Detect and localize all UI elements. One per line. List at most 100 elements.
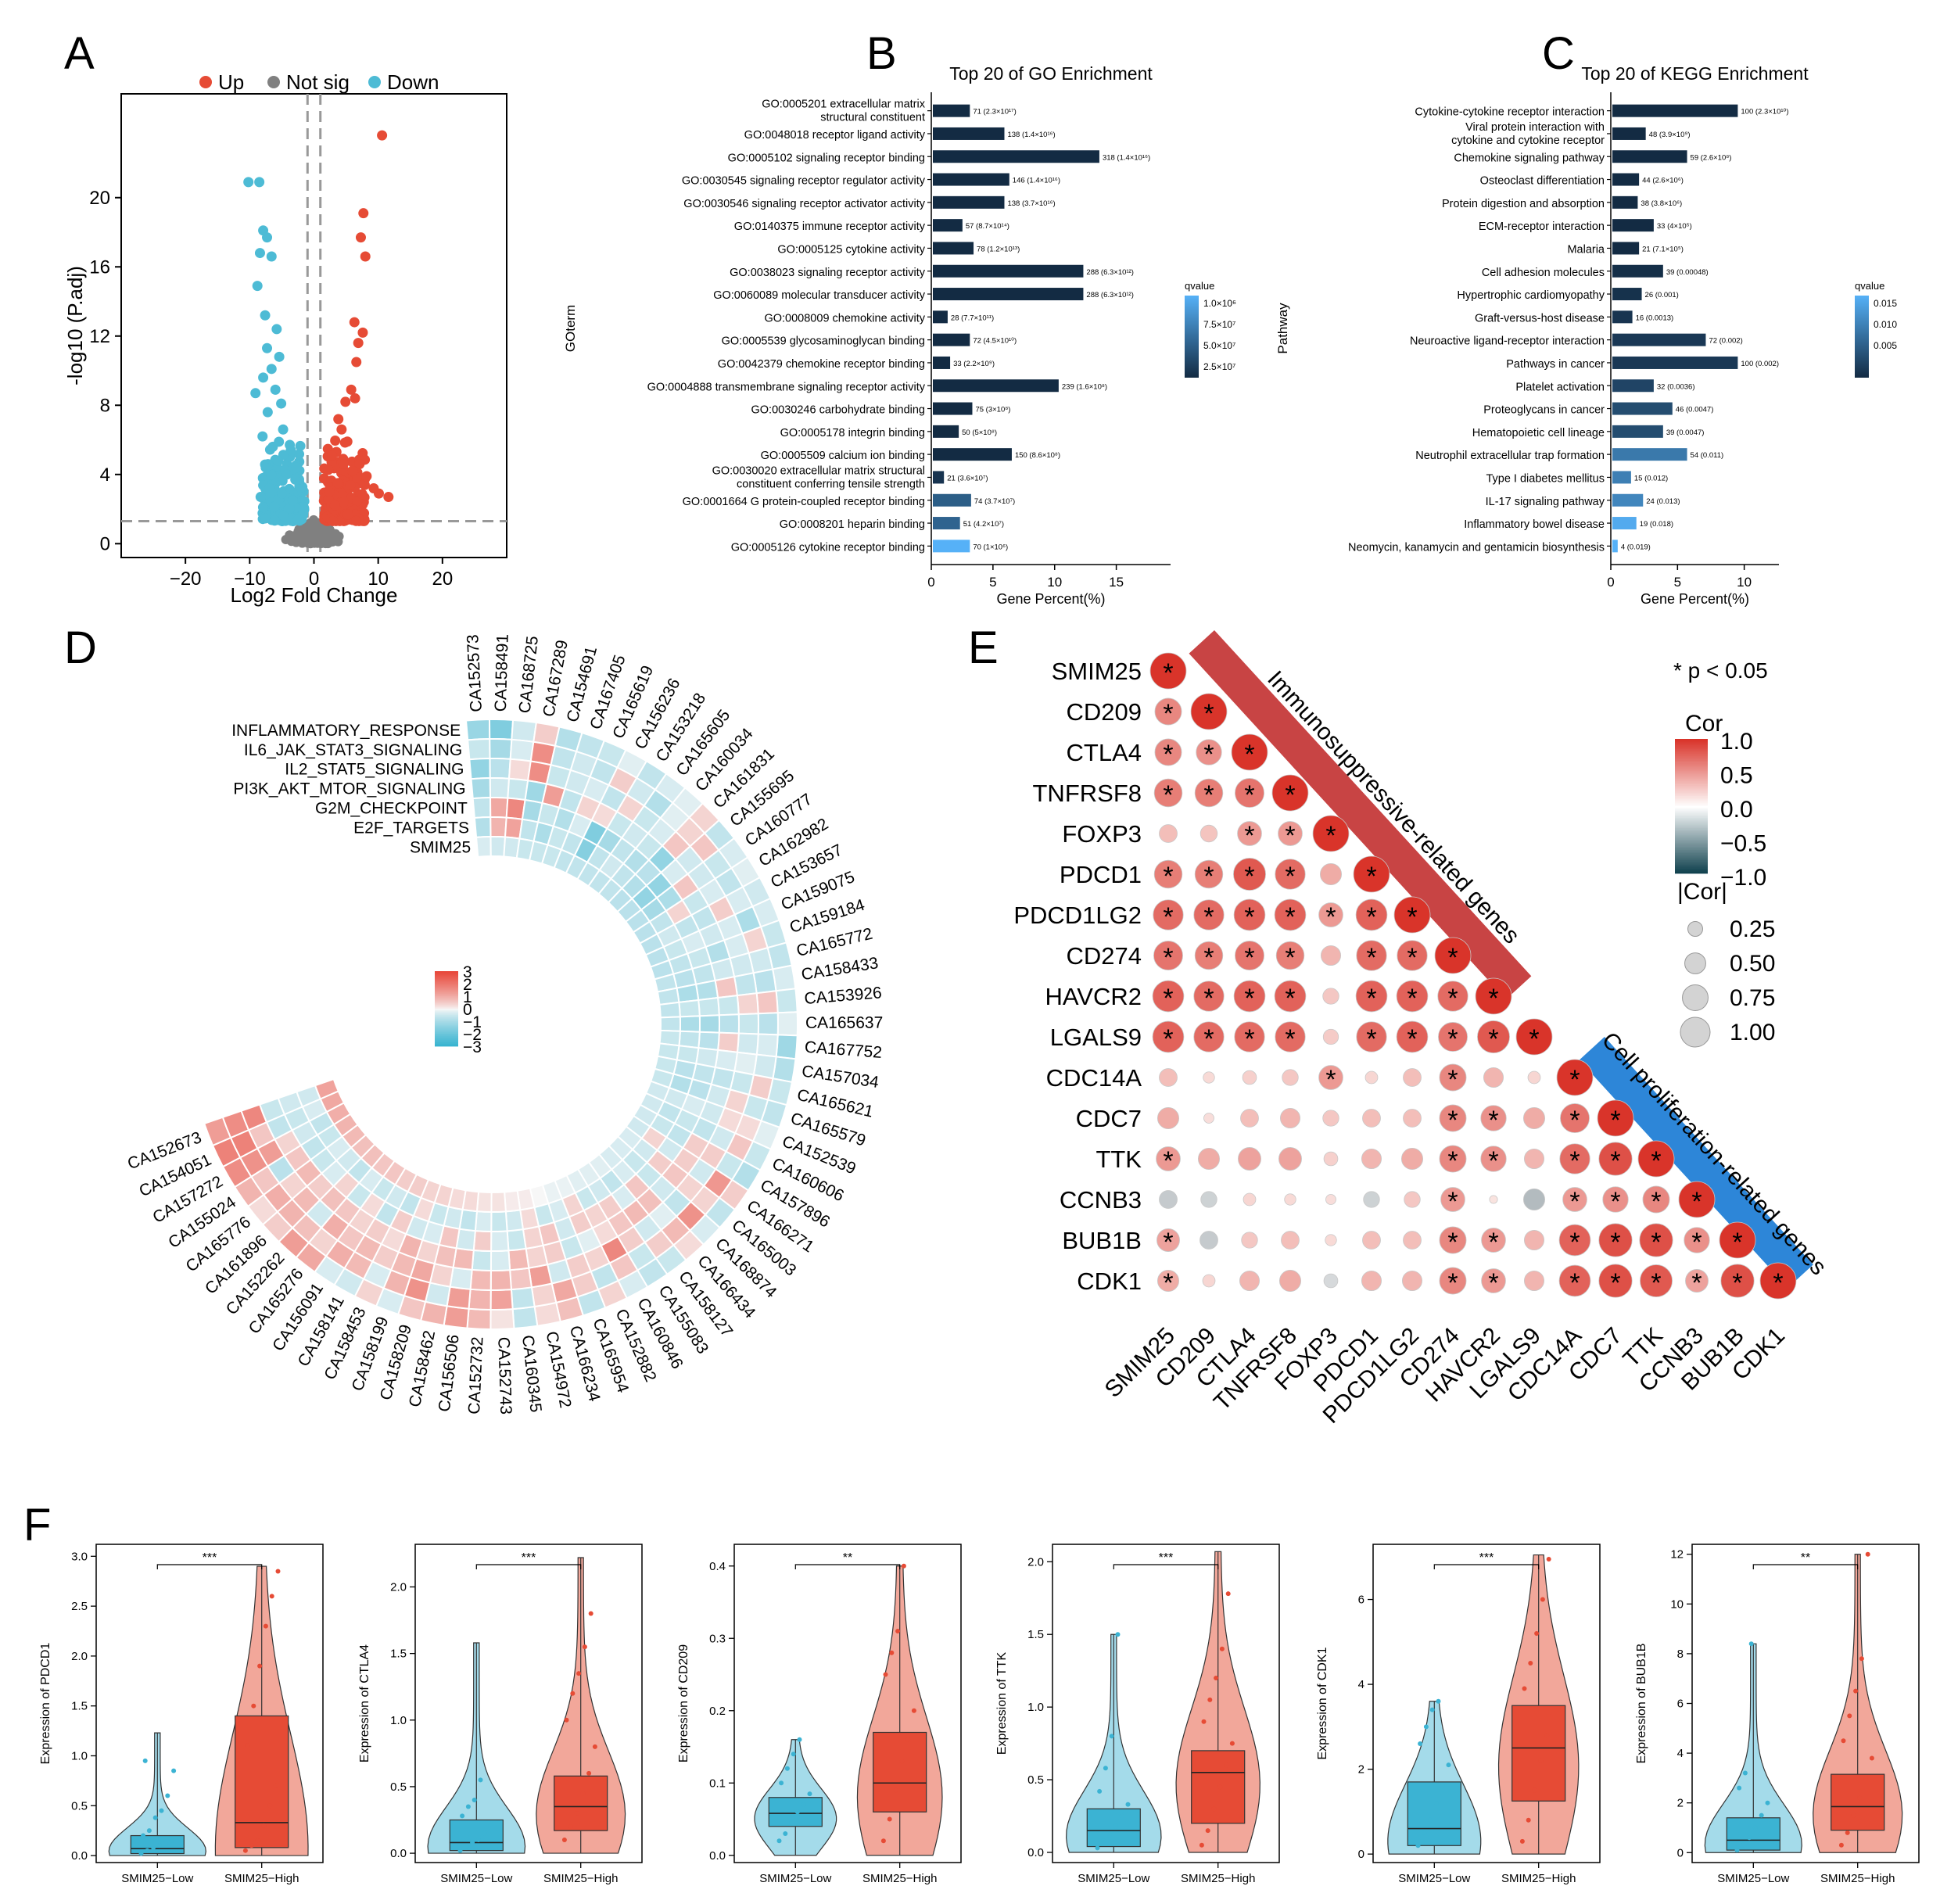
significance-star: * bbox=[1163, 1268, 1173, 1298]
significance-star: * bbox=[1407, 902, 1417, 932]
data-point bbox=[564, 1717, 569, 1723]
legend-colorbar-slice bbox=[435, 999, 458, 1001]
correlation-dot bbox=[1323, 1273, 1339, 1289]
data-point bbox=[789, 1820, 794, 1826]
data-point bbox=[1747, 1835, 1752, 1841]
bar bbox=[1612, 471, 1631, 484]
up-point bbox=[357, 489, 368, 500]
colorbar-slice bbox=[1675, 837, 1708, 841]
notsig-point bbox=[309, 519, 319, 529]
colorbar-title: Cor bbox=[1685, 711, 1723, 737]
legend-colorbar-slice bbox=[435, 1024, 458, 1027]
heatmap-cell bbox=[507, 758, 532, 782]
heatmap-cell bbox=[698, 1014, 720, 1034]
band-immune bbox=[1189, 630, 1532, 1000]
box bbox=[235, 1715, 289, 1848]
violin-panel-cd209: 0.0 0.1 0.2 0.3 0.4 Expression of CD209 SMIM25… bbox=[677, 1544, 962, 1885]
colorbar-slice bbox=[1675, 806, 1708, 809]
significance-star: * bbox=[1325, 1065, 1336, 1095]
data-point bbox=[592, 1744, 597, 1749]
violin-panel-cdk1: 0 2 4 6 Expression of CDK1 SMIM25−Low SMIM25−H… bbox=[1316, 1544, 1601, 1885]
legend-colorbar-slice bbox=[435, 1009, 458, 1012]
category-label: GO:0030546 signaling receptor activator … bbox=[683, 198, 925, 210]
row-gene-label: TTK bbox=[1096, 1146, 1142, 1173]
correlation-dot bbox=[1153, 859, 1183, 889]
significance-star: * bbox=[1244, 780, 1254, 810]
x-axis-label: Gene Percent(%) bbox=[1641, 591, 1749, 607]
bar-label: 16 (0.0013) bbox=[1636, 314, 1674, 322]
significance-star: * bbox=[1203, 1024, 1214, 1054]
colorbar-slice bbox=[1675, 849, 1708, 852]
down-point bbox=[243, 177, 254, 188]
correlation-dot bbox=[1363, 1191, 1380, 1208]
correlation-dot bbox=[1323, 1151, 1339, 1167]
colorbar-slice bbox=[1675, 802, 1708, 805]
bar bbox=[933, 104, 970, 117]
legend-colorbar-slice bbox=[435, 1013, 458, 1016]
y-axis-label: -log10 (P.adj) bbox=[63, 266, 87, 385]
correlation-dot bbox=[1642, 1185, 1670, 1214]
colorbar-slice bbox=[1675, 812, 1708, 816]
y-tick-label: 12 bbox=[1670, 1548, 1684, 1562]
category-label: Viral protein interaction with bbox=[1465, 121, 1605, 134]
heatmap-cell bbox=[489, 1250, 511, 1271]
correlation-dot bbox=[1152, 1020, 1185, 1053]
bar bbox=[933, 471, 945, 484]
colorbar-slice bbox=[1675, 827, 1708, 830]
correlation-dot bbox=[1154, 697, 1182, 726]
down-point bbox=[257, 502, 268, 513]
legend-dot bbox=[368, 76, 381, 88]
y-tick-label: 2 bbox=[1677, 1797, 1684, 1810]
x-tick-label: 10 bbox=[1047, 575, 1062, 590]
heatmap-cell bbox=[504, 1189, 522, 1213]
data-point bbox=[1211, 1806, 1217, 1812]
correlation-dot bbox=[1321, 945, 1341, 966]
correlation-dot bbox=[1559, 1143, 1590, 1174]
down-point bbox=[294, 449, 305, 460]
plot-frame bbox=[414, 1544, 643, 1863]
category-label: Protein digestion and absorption bbox=[1442, 198, 1605, 210]
colorbar-slice bbox=[1675, 871, 1708, 874]
correlation-dot bbox=[1159, 824, 1178, 843]
down-point bbox=[266, 364, 277, 375]
correlation-dot bbox=[1241, 1232, 1258, 1249]
heatmap-cell bbox=[659, 1016, 681, 1032]
colorbar-slice bbox=[1675, 852, 1708, 854]
correlation-dot bbox=[1404, 1191, 1421, 1208]
heatmap-cell bbox=[775, 1034, 798, 1060]
correlation-dot bbox=[1237, 821, 1262, 846]
data-point bbox=[1103, 1766, 1108, 1771]
colorbar-slice bbox=[1675, 821, 1708, 823]
category-label: Hypertrophic cardiomyopathy bbox=[1457, 289, 1605, 302]
colorbar-slice bbox=[1675, 863, 1708, 866]
colorbar-slice bbox=[1675, 770, 1708, 773]
heatmap-cell bbox=[489, 1308, 515, 1330]
y-tick-label: 20 bbox=[89, 188, 110, 209]
data-point bbox=[801, 1802, 806, 1807]
colorbar-slice bbox=[1675, 794, 1708, 797]
down-point bbox=[271, 324, 282, 335]
data-point bbox=[159, 1808, 164, 1813]
legend-colorbar-slice bbox=[435, 971, 458, 973]
data-point bbox=[1741, 1842, 1746, 1848]
correlation-dot bbox=[1274, 898, 1307, 931]
row-gene-label: SMIM25 bbox=[1052, 658, 1142, 685]
significance-star: * bbox=[1569, 1187, 1580, 1217]
colorbar-slice bbox=[1675, 814, 1708, 817]
bar bbox=[1612, 379, 1654, 393]
row-gene-label: BUB1B bbox=[1062, 1227, 1142, 1254]
x-axis-label: Gene Percent(%) bbox=[996, 591, 1105, 607]
bar-label: 26 (0.001) bbox=[1645, 291, 1679, 299]
correlation-dot bbox=[1312, 815, 1350, 852]
down-point bbox=[252, 281, 263, 292]
legend-title: qvalue bbox=[1185, 280, 1214, 292]
correlation-dot bbox=[1325, 1234, 1337, 1246]
category-label: GO:0005125 cytokine activity bbox=[777, 243, 925, 256]
data-point bbox=[1214, 1675, 1219, 1680]
y-axis-label: Expression of PDCD1 bbox=[39, 1643, 52, 1765]
legend-colorbar-slice bbox=[435, 991, 458, 993]
correlation-dot bbox=[1281, 1231, 1300, 1250]
data-point bbox=[457, 1848, 463, 1853]
significance-star: * bbox=[1203, 943, 1214, 973]
correlation-dot bbox=[1152, 980, 1185, 1013]
